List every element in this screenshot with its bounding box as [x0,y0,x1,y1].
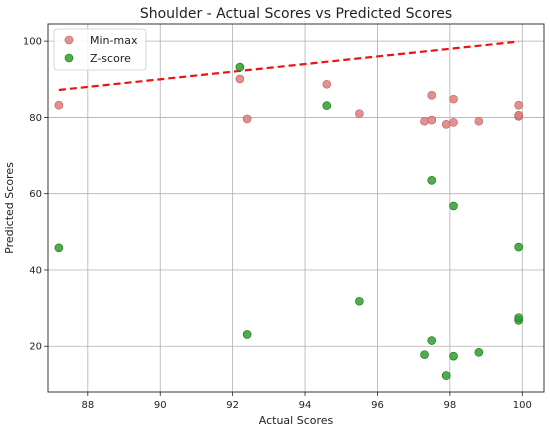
reference-line [58,40,519,92]
x-tick-label: 94 [299,400,312,411]
data-point-z-score [355,296,364,306]
data-point-min-max [441,119,451,129]
x-tick-label: 92 [226,400,239,411]
legend-box [53,28,147,71]
data-point-min-max [322,79,332,89]
data-point-z-score [242,330,252,339]
x-tick-label: 90 [154,400,167,411]
data-point-z-score [474,348,484,357]
y-tick-label: 60 [29,189,42,200]
data-point-min-max [427,115,437,125]
reference-line-group [58,40,519,92]
plot-frame [47,23,545,393]
legend-label-min-max: Min-max [90,34,138,47]
x-tick-label: 88 [81,400,94,411]
data-point-min-max [235,74,245,84]
x-axis-ticks: 88 90 92 94 96 98 100 [81,392,532,411]
y-axis-label: Predicted Scores [3,162,16,254]
data-point-z-score [441,371,451,380]
data-point-z-score [427,336,437,345]
y-tick-label: 20 [29,342,42,353]
data-point-min-max [420,116,429,126]
data-point-z-score [449,201,458,211]
data-point-z-score [514,242,523,252]
data-point-min-max [474,116,484,126]
data-point-z-score [427,176,437,185]
x-tick-label: 100 [513,400,532,411]
data-point-z-score [420,350,429,359]
chart-title: Shoulder - Actual Scores vs Predicted Sc… [140,6,452,22]
y-axis-ticks: 20 40 60 80 100 [23,37,48,353]
data-point-min-max [514,100,523,110]
data-point-min-max [355,109,364,118]
data-points [54,62,523,380]
y-tick-label: 80 [29,113,42,124]
data-point-z-score [449,351,458,361]
data-point-z-score [322,101,332,110]
data-point-min-max [449,118,458,127]
legend-marker-min-max [64,35,74,45]
y-tick-label: 100 [23,37,42,48]
x-axis-label: Actual Scores [259,414,334,427]
data-point-min-max [449,94,458,104]
series-z-score [54,62,523,380]
series-min-max [54,74,523,129]
legend-label-z-score: Z-score [90,52,131,65]
x-tick-label: 98 [444,400,457,411]
data-point-z-score [54,243,64,253]
x-tick-label: 96 [371,400,384,411]
grid-lines [48,24,544,392]
data-point-z-score [235,62,245,72]
data-point-min-max [514,110,523,120]
data-point-z-score [514,313,523,322]
data-point-min-max [54,100,64,110]
data-point-min-max [427,91,437,100]
legend-marker-z-score [64,53,74,63]
y-tick-label: 40 [29,265,42,276]
legend: Min-max Z-score [53,28,147,71]
data-point-min-max [242,114,252,124]
